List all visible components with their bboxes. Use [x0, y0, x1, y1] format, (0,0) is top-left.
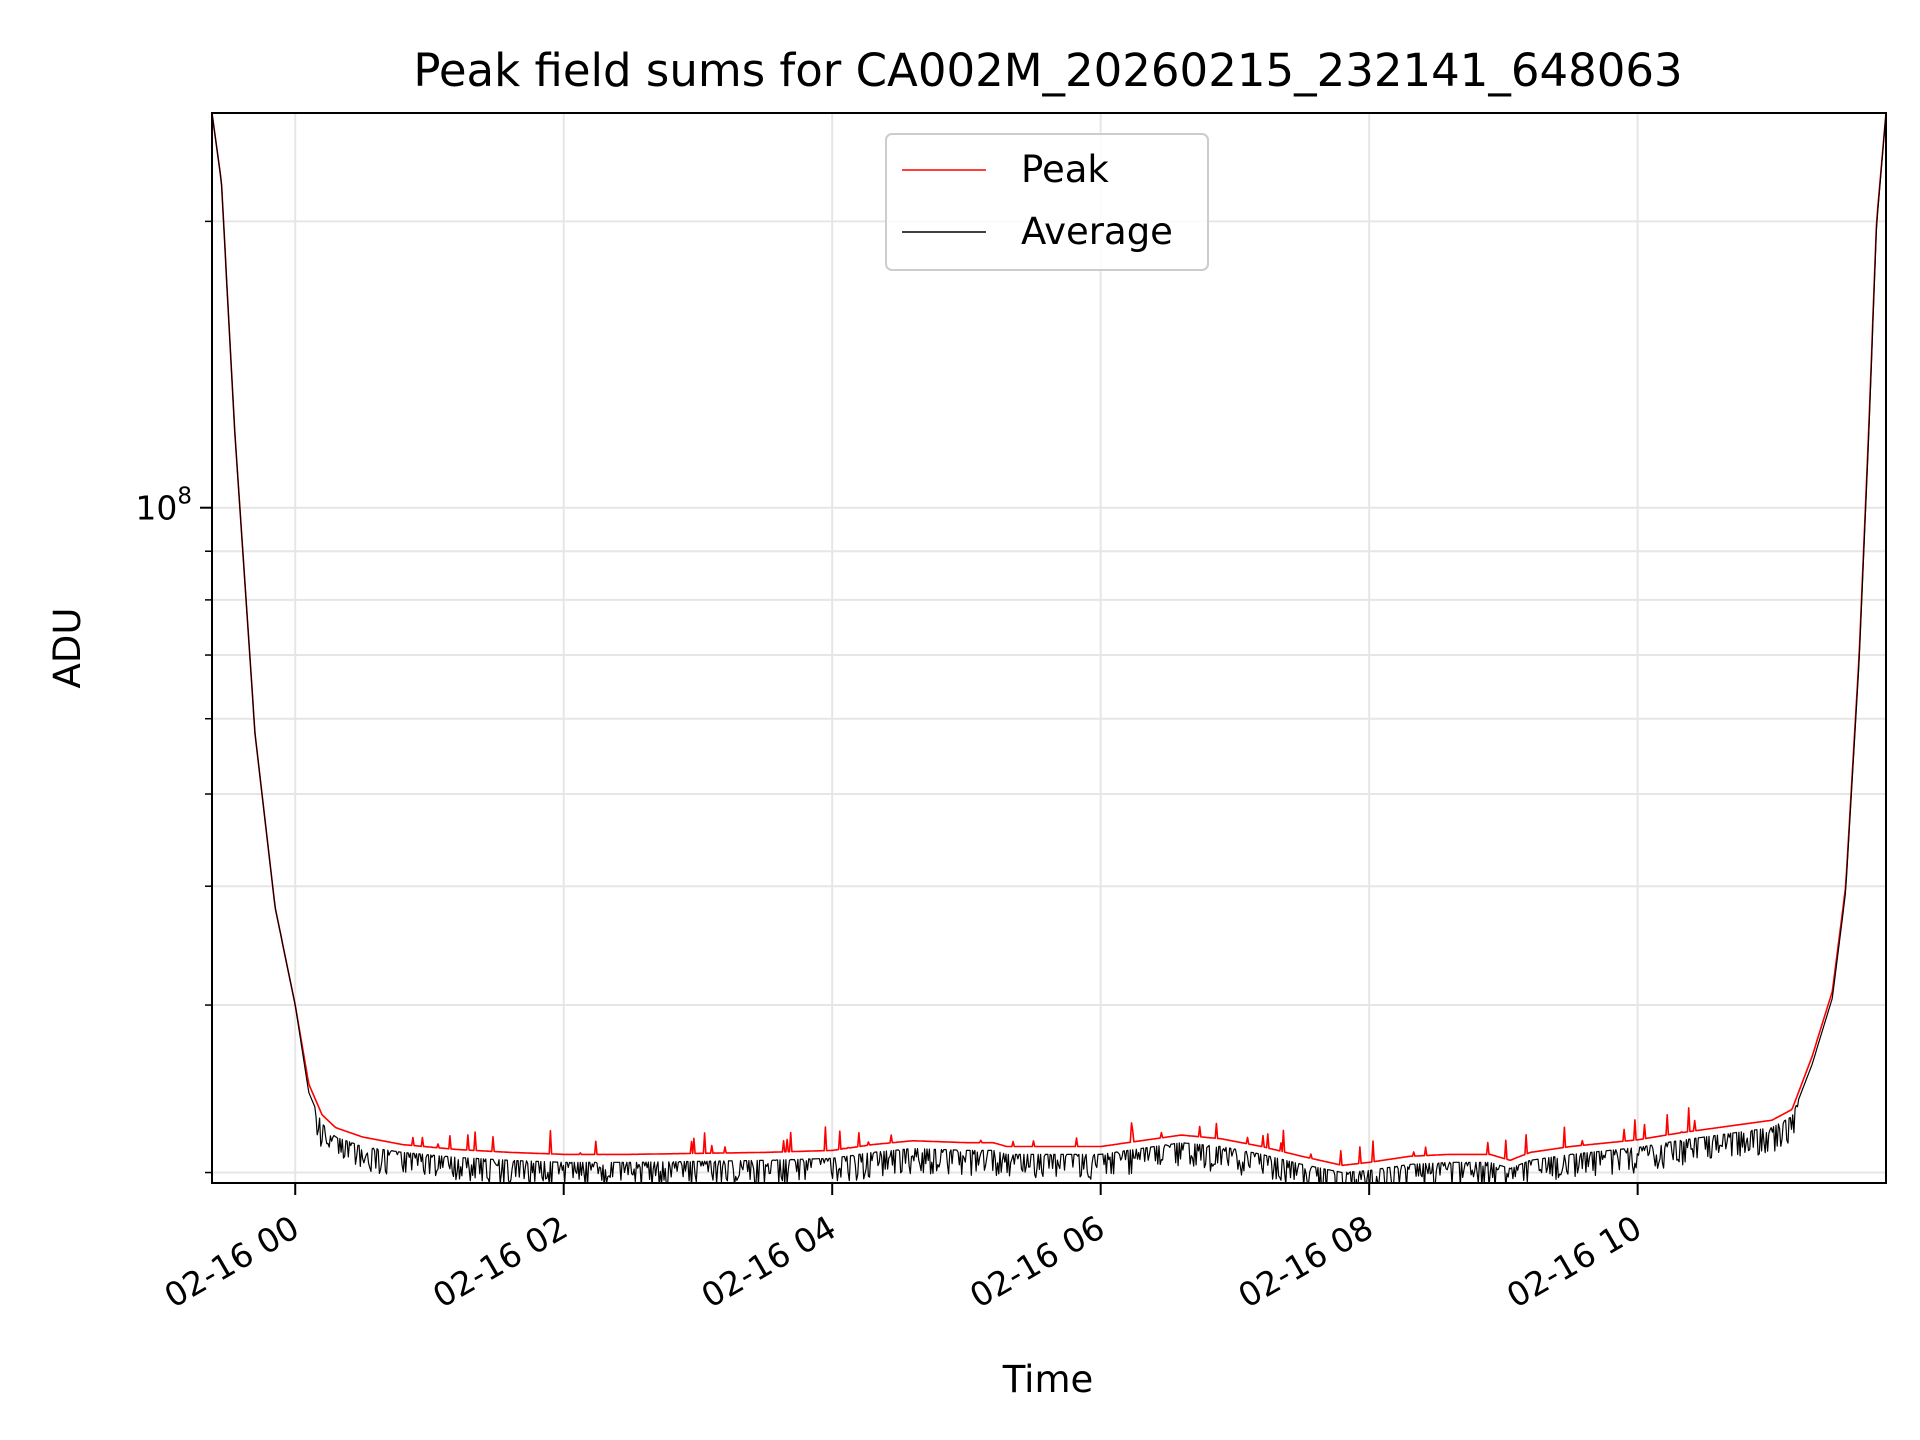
y-axis-label: ADU: [46, 608, 89, 689]
legend-average-label: Average: [1021, 210, 1173, 253]
legend: Peak Average: [885, 133, 1209, 271]
legend-box: [885, 133, 1209, 271]
peak-series-line: [212, 113, 1886, 1167]
average-series-line: [212, 113, 1886, 1183]
x-axis-label: Time: [1002, 1358, 1094, 1401]
legend-peak-label: Peak: [1021, 148, 1109, 191]
chart-title: Peak field sums for CA002M_20260215_2321…: [413, 44, 1682, 97]
y-tick-label: 108: [135, 484, 192, 528]
series-layer: [212, 113, 1886, 1183]
plot-frame: [211, 112, 1887, 1184]
